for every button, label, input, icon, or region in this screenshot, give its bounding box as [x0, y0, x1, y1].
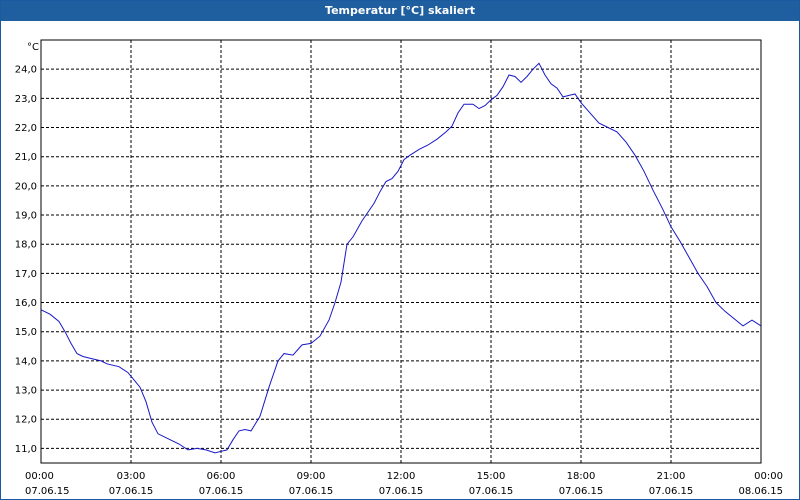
x-tick-time-label: 12:00: [387, 471, 416, 482]
y-tick-label: 24,0: [15, 65, 37, 76]
x-tick-date-label: 07.06.15: [199, 486, 244, 497]
x-tick-time-label: 18:00: [567, 471, 596, 482]
x-axis-ticks: 00:00 07.06.15 03:00 07.06.15 06:00 07.06.15 0…: [25, 471, 783, 497]
x-tick-time-label: 00:00: [25, 471, 54, 482]
y-tick-label: 16,0: [15, 298, 37, 309]
y-tick-label: 13,0: [15, 386, 37, 397]
y-tick-label: 20,0: [15, 181, 37, 192]
y-tick-label: 14,0: [15, 356, 37, 367]
x-tick-date-label: 07.06.15: [469, 486, 514, 497]
x-tick-date-label: 08.06.15: [738, 486, 783, 497]
x-tick-date-label: 07.06.15: [649, 486, 694, 497]
y-tick-label: 15,0: [15, 327, 37, 338]
x-tick-time-label: 00:00: [754, 471, 783, 482]
y-tick-label: 22,0: [15, 123, 37, 134]
x-tick-time-label: 06:00: [207, 471, 236, 482]
x-tick-date-label: 07.06.15: [289, 486, 334, 497]
temperature-series-line: [40, 62, 762, 454]
y-tick-label: 23,0: [15, 94, 37, 105]
x-tick-date-label: 07.06.15: [379, 486, 424, 497]
grid-lines: [41, 40, 761, 463]
y-tick-label: 11,0: [15, 444, 37, 455]
x-tick-time-label: 15:00: [477, 471, 506, 482]
y-tick-label: 12,0: [15, 415, 37, 426]
y-tick-label: 19,0: [15, 211, 37, 222]
x-tick-date-label: 07.06.15: [25, 486, 70, 497]
temperature-chart: 11,0 12,0 13,0 14,0 15,0 16,0 17,0 18,0 19,0 20,0…: [15, 39, 783, 497]
x-tick-time-label: 03:00: [117, 471, 146, 482]
window-title: Temperatur [°C] skaliert: [1, 1, 799, 21]
x-tick-time-label: 09:00: [297, 471, 326, 482]
x-tick-date-label: 07.06.15: [109, 486, 154, 497]
plot-frame: [40, 39, 762, 464]
y-axis-ticks: 11,0 12,0 13,0 14,0 15,0 16,0 17,0 18,0 19,0 20,0…: [15, 65, 37, 455]
y-tick-label: 21,0: [15, 152, 37, 163]
y-tick-label: 18,0: [15, 240, 37, 251]
y-axis-unit-label: °C: [27, 42, 39, 53]
y-tick-label: 17,0: [15, 269, 37, 280]
x-tick-date-label: 07.06.15: [559, 486, 604, 497]
x-tick-time-label: 21:00: [657, 471, 686, 482]
